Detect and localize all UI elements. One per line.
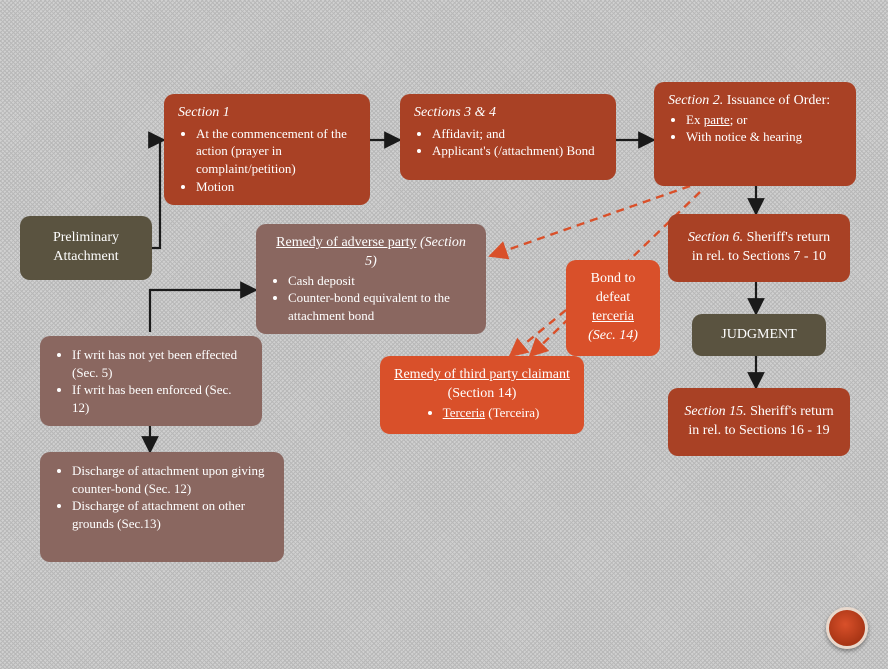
node-bond-defeat: Bond to defeat terceria (Sec. 14) bbox=[566, 260, 660, 356]
list-item: Ex parte; or bbox=[686, 111, 842, 129]
list: Discharge of attachment upon giving coun… bbox=[54, 462, 270, 532]
list-item: At the commencement of the action (praye… bbox=[196, 125, 356, 178]
node-judgment: JUDGMENT bbox=[692, 314, 826, 356]
text: Bond to defeat terceria (Sec. 14) bbox=[580, 270, 646, 346]
node-section-15: Section 15. Sheriff's return in rel. to … bbox=[668, 388, 850, 456]
text: Section 15. Sheriff's return in rel. to … bbox=[682, 403, 836, 441]
node-remedy-adverse: Remedy of adverse party (Section 5) Cash… bbox=[256, 224, 486, 334]
node-remedy-third-party: Remedy of third party claimant (Section … bbox=[380, 356, 584, 434]
list-item: Terceria (Terceira) bbox=[443, 404, 540, 422]
list: Affidavit; andApplicant's (/attachment) … bbox=[414, 125, 602, 160]
node-section-6: Section 6. Sheriff's return in rel. to S… bbox=[668, 214, 850, 282]
title: Remedy of adverse party (Section 5) bbox=[270, 234, 472, 272]
list-item: Applicant's (/attachment) Bond bbox=[432, 142, 602, 160]
text: Section 6. Sheriff's return in rel. to S… bbox=[682, 229, 836, 267]
node-section-2: Section 2. Issuance of Order: Ex parte; … bbox=[654, 82, 856, 186]
list-item: With notice & hearing bbox=[686, 128, 842, 146]
node-if-writ: If writ has not yet been effected (Sec. … bbox=[40, 336, 262, 426]
label: Preliminary Attachment bbox=[34, 229, 138, 267]
list-item: Discharge of attachment on other grounds… bbox=[72, 497, 270, 532]
title: Section 1 bbox=[178, 104, 356, 123]
list-item: Discharge of attachment upon giving coun… bbox=[72, 462, 270, 497]
list-item: If writ has been enforced (Sec. 12) bbox=[72, 381, 248, 416]
list-item: If writ has not yet been effected (Sec. … bbox=[72, 346, 248, 381]
title: Remedy of third party claimant (Section … bbox=[394, 366, 570, 404]
node-discharge: Discharge of attachment upon giving coun… bbox=[40, 452, 284, 562]
list-item: Affidavit; and bbox=[432, 125, 602, 143]
label: JUDGMENT bbox=[721, 326, 796, 345]
decorative-seal-icon bbox=[826, 607, 868, 649]
title: Sections 3 & 4 bbox=[414, 104, 602, 123]
list: Terceria (Terceira) bbox=[425, 404, 540, 422]
title: Section 2. Issuance of Order: bbox=[668, 92, 842, 111]
node-preliminary-attachment: Preliminary Attachment bbox=[20, 216, 152, 280]
list-item: Cash deposit bbox=[288, 272, 472, 290]
list: If writ has not yet been effected (Sec. … bbox=[54, 346, 248, 416]
list-item: Motion bbox=[196, 178, 356, 196]
node-sections-3-4: Sections 3 & 4 Affidavit; andApplicant's… bbox=[400, 94, 616, 180]
node-section-1: Section 1 At the commencement of the act… bbox=[164, 94, 370, 205]
list: At the commencement of the action (praye… bbox=[178, 125, 356, 195]
list-item: Counter-bond equivalent to the attachmen… bbox=[288, 289, 472, 324]
list: Cash depositCounter-bond equivalent to t… bbox=[270, 272, 472, 325]
list: Ex parte; orWith notice & hearing bbox=[668, 111, 842, 146]
